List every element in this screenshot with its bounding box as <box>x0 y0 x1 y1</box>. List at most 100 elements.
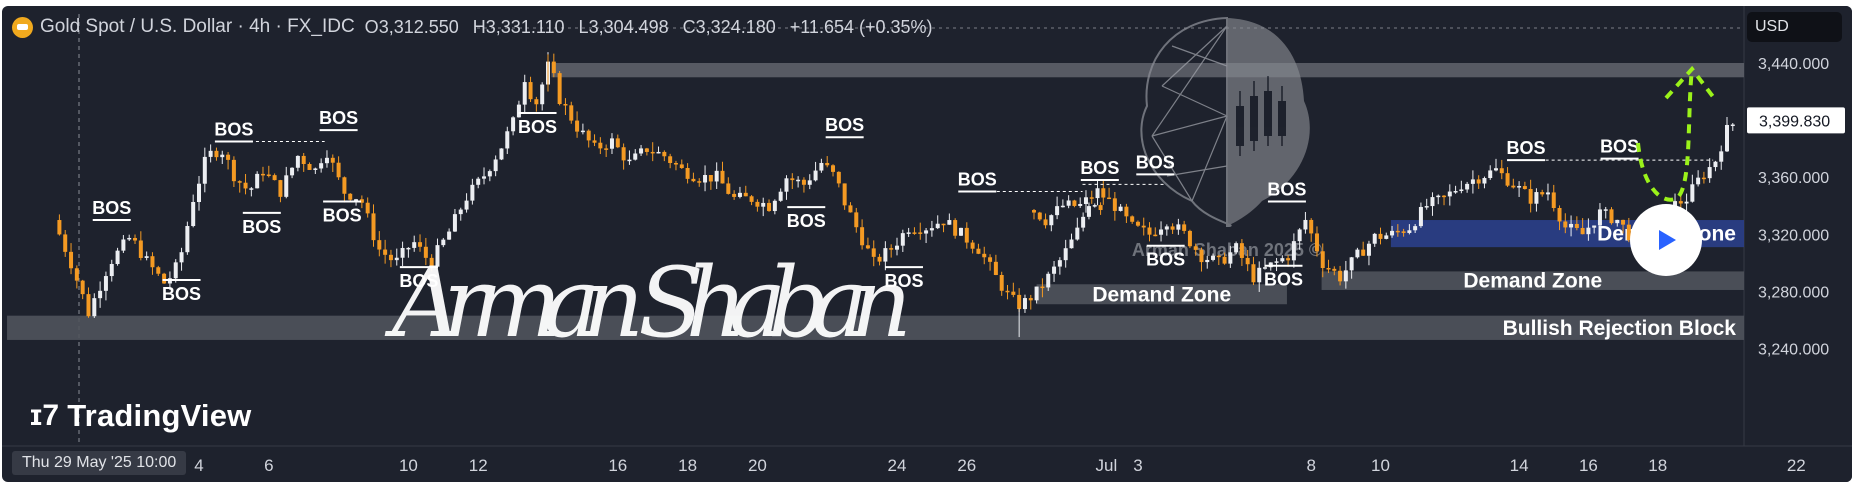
candle-body <box>115 250 120 264</box>
candle-body <box>1193 246 1198 250</box>
candle-body <box>1037 212 1042 220</box>
candle-body <box>668 156 673 164</box>
play-button[interactable] <box>1630 204 1702 276</box>
candle-body <box>109 263 114 277</box>
candle-body <box>121 239 126 251</box>
time-tick-label: 10 <box>1371 456 1390 475</box>
candle-body <box>1361 249 1366 256</box>
candle-body <box>1476 179 1481 184</box>
candle-body <box>1678 201 1683 204</box>
close-key: C <box>682 16 696 37</box>
high-value: 3,331.110 <box>485 16 565 37</box>
candle-body <box>1182 224 1187 231</box>
bos-label: BOS <box>242 217 281 237</box>
candle-body <box>1574 223 1579 228</box>
candle-body <box>988 257 993 262</box>
candle-body <box>1046 273 1051 288</box>
candle-body <box>185 226 190 253</box>
candle-body <box>231 159 236 182</box>
candle-body <box>1280 258 1285 262</box>
candle-body <box>1017 294 1022 310</box>
time-tick-label: 6 <box>264 456 273 475</box>
candle-body <box>679 164 684 168</box>
candle-body <box>877 256 882 262</box>
brain-mesh-line <box>1161 25 1228 87</box>
candle-body <box>214 150 219 158</box>
candle-body <box>732 193 737 197</box>
currency-selector[interactable]: USD <box>1747 12 1842 42</box>
symbol-info[interactable]: Gold Spot / U.S. Dollar · 4h · FX_IDC <box>12 16 355 38</box>
candle-body <box>1170 226 1175 230</box>
candle-body <box>359 199 364 203</box>
candle-body <box>1034 286 1039 301</box>
candle-body <box>924 230 929 234</box>
candle-body <box>761 202 766 207</box>
candle-body <box>476 178 481 185</box>
bos-label: BOS <box>825 115 864 135</box>
candle-body <box>516 104 521 118</box>
candle-body <box>400 247 405 258</box>
zone-box <box>551 63 1744 78</box>
bos-label: BOS <box>1146 250 1185 270</box>
candle-body <box>1297 229 1302 242</box>
candles <box>57 52 1735 338</box>
time-tick-label: 16 <box>608 456 627 475</box>
bos-label: BOS <box>1136 152 1175 172</box>
candle-body <box>1263 267 1267 269</box>
candle-body <box>755 201 760 207</box>
candle-body <box>1216 255 1221 258</box>
candle-body <box>1401 231 1406 233</box>
candle-body <box>563 104 568 106</box>
candle-body <box>1320 251 1325 269</box>
candle-body <box>807 180 812 185</box>
candle-body <box>144 256 149 258</box>
candle-body <box>447 231 452 240</box>
candle-body <box>1615 219 1620 224</box>
price-tick-label: 3,440.000 <box>1758 56 1829 73</box>
candle-body <box>133 237 138 241</box>
change-value: +11.654 (+0.35%) <box>789 16 933 37</box>
candle-body <box>138 240 143 258</box>
bos-label: BOS <box>323 205 362 225</box>
candle-body <box>691 178 696 182</box>
candle-body <box>714 170 719 182</box>
candle-body <box>470 184 475 201</box>
zone-box <box>7 315 1744 340</box>
candle-body <box>1442 195 1447 198</box>
bos-label: BOS <box>162 284 201 304</box>
candle-body <box>98 290 103 299</box>
candle-body <box>871 248 876 257</box>
open-value: 3,312.550 <box>378 16 459 37</box>
candle-body <box>1465 183 1470 190</box>
candle-body <box>1592 225 1597 228</box>
candle-body <box>1488 170 1493 179</box>
brain-mesh-line <box>1191 115 1228 202</box>
candle-body <box>197 183 201 202</box>
candle-body <box>825 162 830 166</box>
candle-body <box>1291 241 1296 261</box>
candle-body <box>865 245 870 249</box>
open-key: O <box>364 16 379 37</box>
candle-body <box>324 157 329 164</box>
candle-body <box>226 154 231 160</box>
candle-body <box>74 268 79 281</box>
candle-body <box>1557 207 1562 222</box>
candle-body <box>237 181 242 183</box>
candle-body <box>1130 216 1135 222</box>
candle-body <box>1349 257 1354 271</box>
candle-body <box>1257 267 1262 283</box>
candle-body <box>1028 298 1033 301</box>
candle-body <box>1057 260 1062 267</box>
candle-body <box>412 242 417 248</box>
candle-body <box>505 131 510 149</box>
candle-body <box>1022 298 1027 310</box>
candle-body <box>1707 167 1712 179</box>
candle-body <box>819 162 824 171</box>
candle-body <box>371 213 376 241</box>
tradingview-logo[interactable]: ɪ7 TradingView <box>30 398 251 434</box>
candle-body <box>883 248 888 262</box>
candle-body <box>1314 233 1319 252</box>
candle-body <box>1101 188 1106 198</box>
